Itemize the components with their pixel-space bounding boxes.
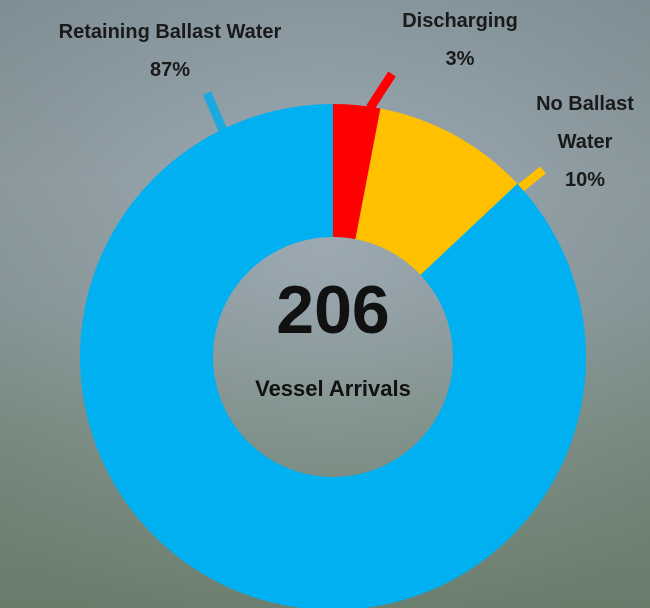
category-label: Discharging <box>385 2 535 40</box>
center-value: 206 <box>276 272 389 348</box>
value-label: 3% <box>385 40 535 78</box>
value-label: 10% <box>520 161 650 199</box>
category-label: Retaining Ballast Water <box>0 13 340 51</box>
category-label: No Ballast Water <box>520 85 650 161</box>
center-label: Vessel Arrivals <box>255 376 411 401</box>
page: 206 Vessel Arrivals Discharging3%No Ball… <box>0 0 650 608</box>
value-label: 87% <box>0 51 340 89</box>
